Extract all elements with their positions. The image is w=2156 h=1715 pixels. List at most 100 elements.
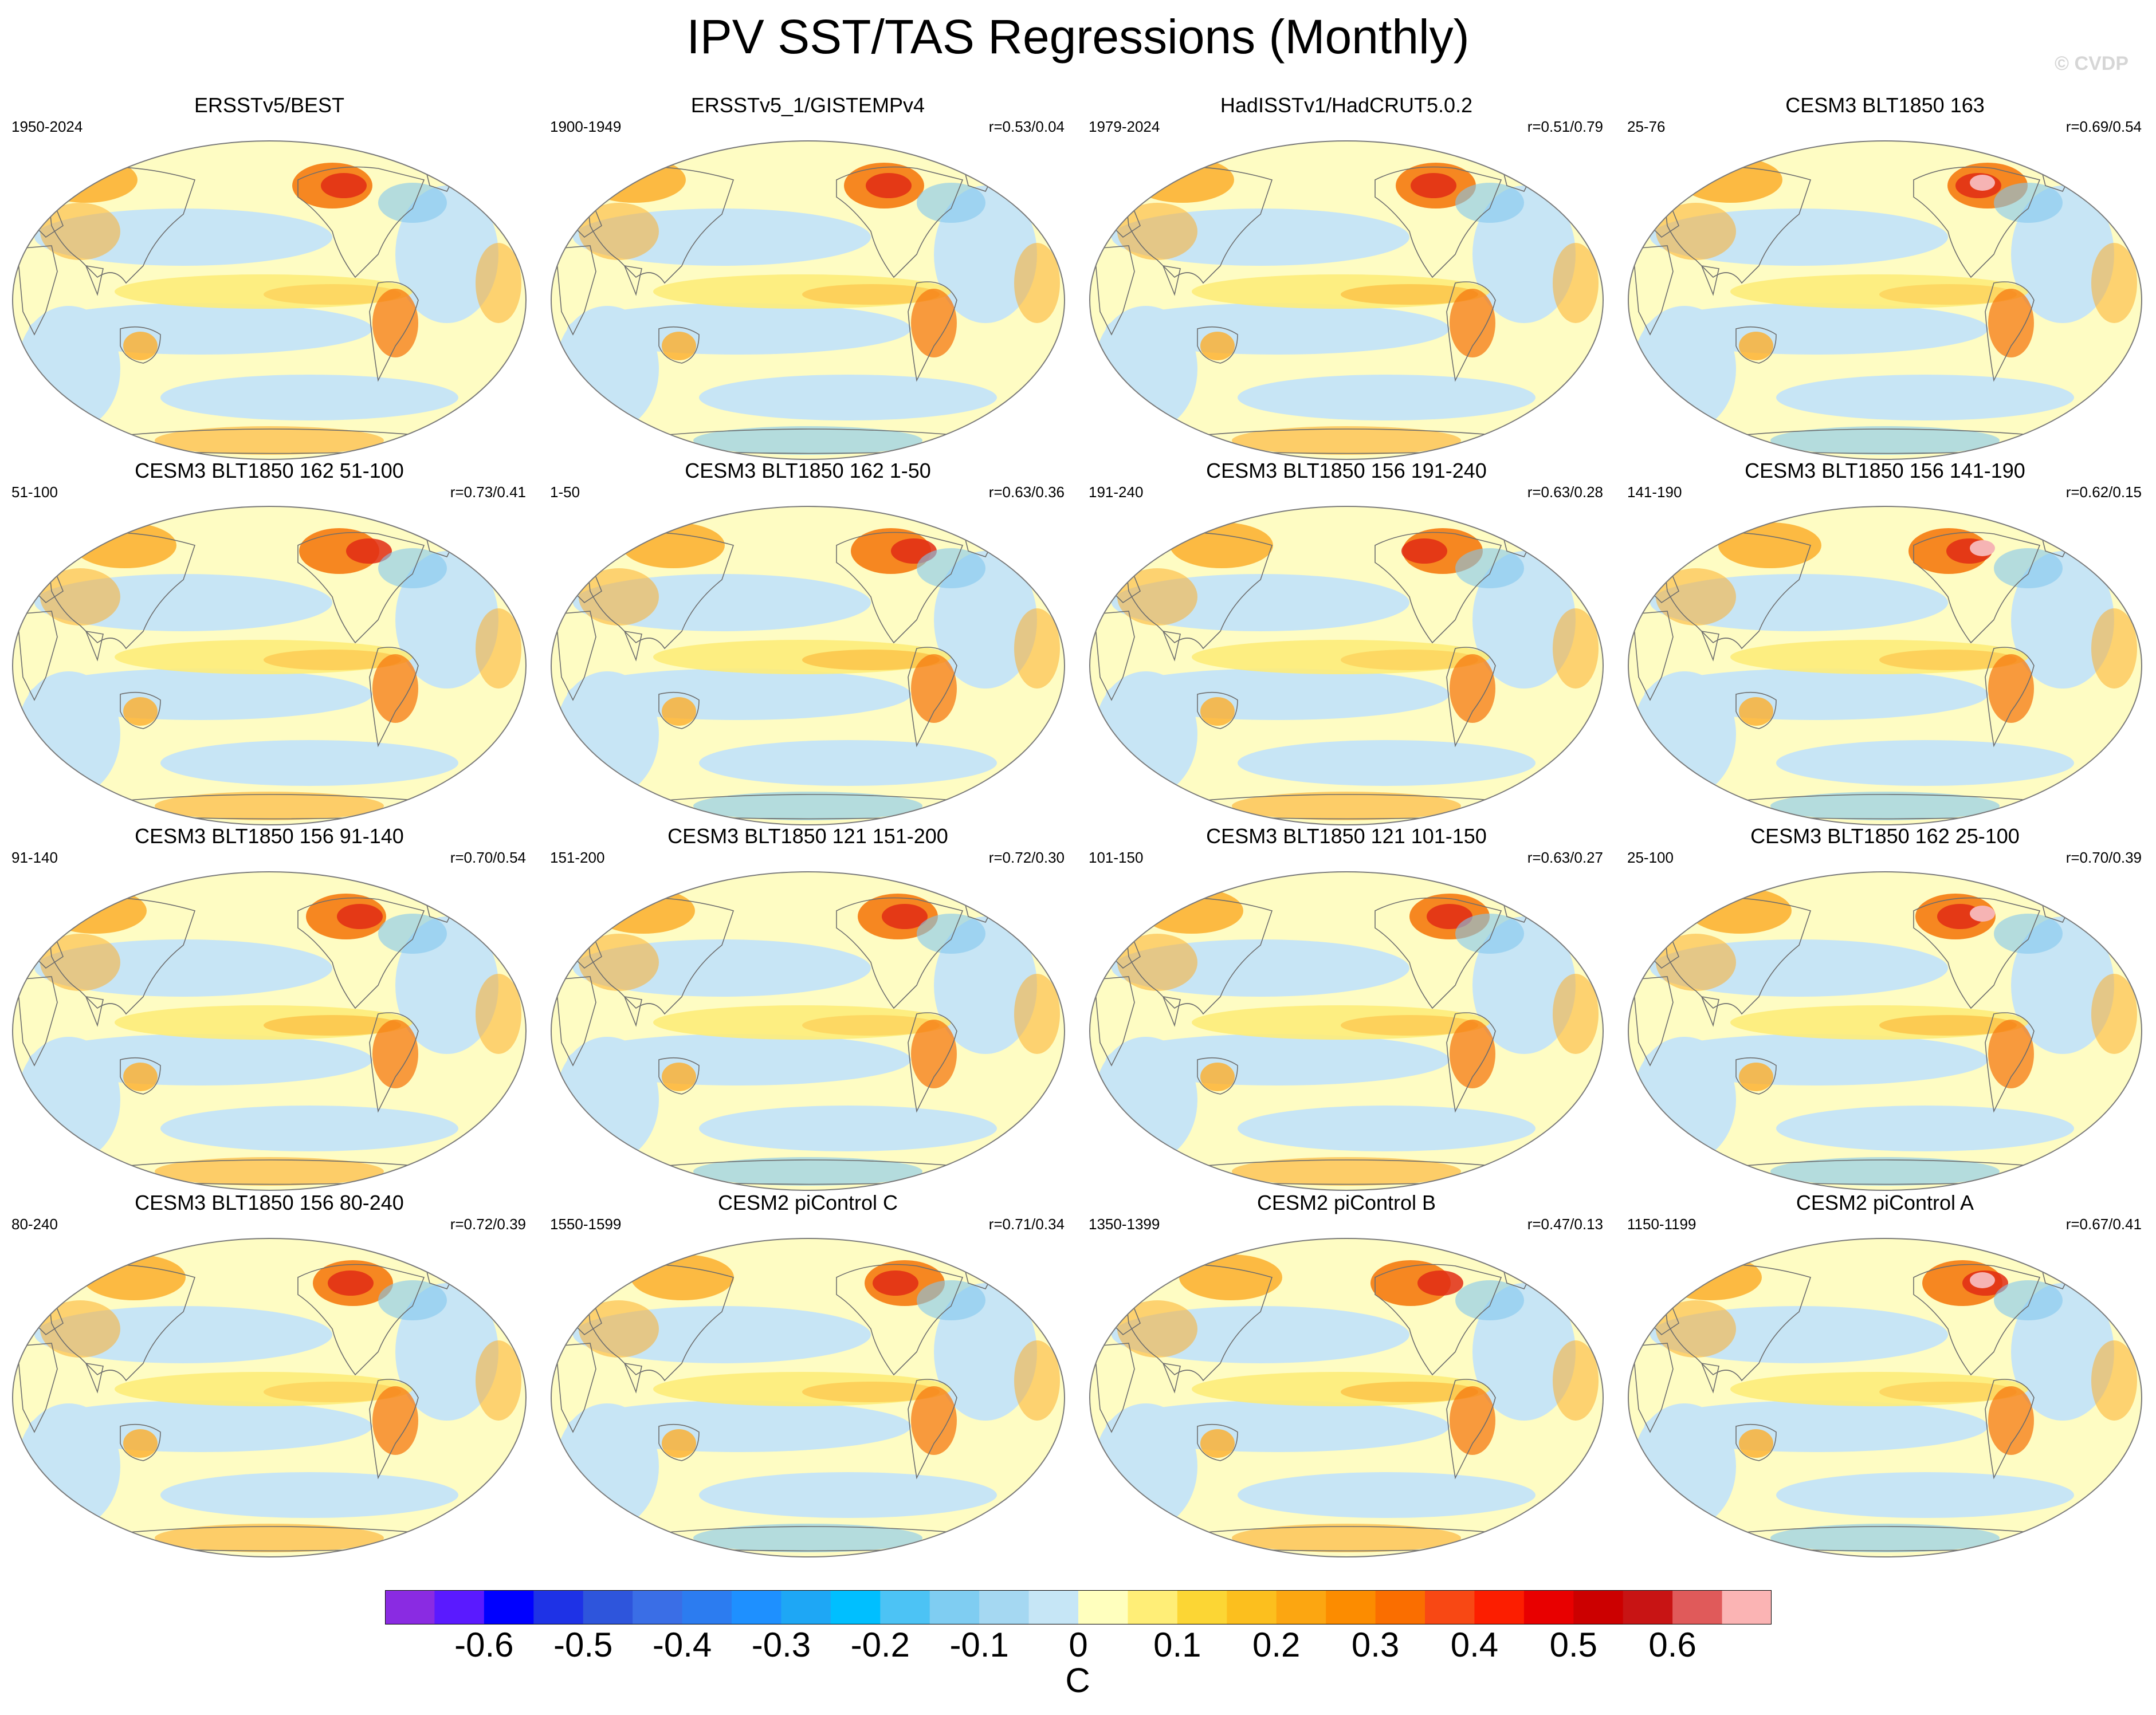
map-plot <box>1628 1238 2142 1557</box>
map-plot <box>551 506 1065 825</box>
map-panel: HadISSTv1/HadCRUT5.0.2 1979-2024 r=0.51/0.… <box>1077 94 1616 461</box>
colorbar-swatch <box>1523 1590 1574 1624</box>
map-plot <box>551 871 1065 1191</box>
colorbar-tick-label: 0.4 <box>1450 1626 1499 1664</box>
map-panel: CESM3 BLT1850 162 1-50 1-50 r=0.63/0.36 <box>539 459 1077 826</box>
panel-title: CESM3 BLT1850 121 151-200 <box>667 824 948 848</box>
panel-period: 51-100 <box>11 483 58 501</box>
map-plot <box>1628 506 2142 825</box>
map-panel: CESM3 BLT1850 156 80-240 80-240 r=0.72/0.3… <box>0 1191 539 1558</box>
colorbar-tick-label: 0.2 <box>1252 1626 1301 1664</box>
panel-period: 191-240 <box>1089 483 1144 501</box>
panel-period: 141-190 <box>1627 483 1682 501</box>
map-panel: CESM2 piControl C 1550-1599 r=0.71/0.34 <box>539 1191 1077 1558</box>
panel-period: 25-100 <box>1627 849 1674 866</box>
colorbar-swatch <box>1128 1590 1178 1624</box>
panel-title: CESM2 piControl A <box>1796 1191 1974 1214</box>
colorbar-swatch <box>385 1590 435 1624</box>
map-plot <box>551 1238 1065 1557</box>
colorbar-tick-label: 0.3 <box>1351 1626 1400 1664</box>
map-plot <box>1089 871 1604 1191</box>
colorbar-tick-label: -0.3 <box>751 1626 811 1664</box>
map-panel: CESM3 BLT1850 121 101-150 101-150 r=0.63/0… <box>1077 825 1616 1191</box>
panel-period: 1350-1399 <box>1089 1216 1160 1233</box>
colorbar-tick-label: -0.4 <box>652 1626 712 1664</box>
panel-title: CESM2 piControl B <box>1256 1191 1436 1214</box>
colorbar-tick-label: -0.6 <box>454 1626 514 1664</box>
map-panel: CESM3 BLT1850 121 151-200 151-200 r=0.72/0… <box>539 825 1077 1191</box>
panel-period: 1-50 <box>550 483 580 501</box>
colorbar-tick-label: 0.1 <box>1153 1626 1201 1664</box>
panel-correlation: r=0.71/0.34 <box>988 1216 1065 1233</box>
panel-correlation: r=0.70/0.54 <box>450 849 526 866</box>
map-plot <box>12 140 527 460</box>
panel-title: ERSSTv5/BEST <box>194 93 345 117</box>
map-panel: CESM2 piControl B 1350-1399 r=0.47/0.13 <box>1077 1191 1616 1558</box>
map-panel: CESM2 piControl A 1150-1199 r=0.67/0.41 <box>1616 1191 2154 1558</box>
map-plot <box>1089 140 1604 460</box>
colorbar-tick-label: -0.1 <box>949 1626 1009 1664</box>
panel-title: CESM3 BLT1850 156 191-240 <box>1206 459 1487 482</box>
map-panel: CESM3 BLT1850 163 25-76 r=0.69/0.54 <box>1616 94 2154 461</box>
panel-correlation: r=0.63/0.28 <box>1527 483 1603 501</box>
map-plot <box>551 140 1065 460</box>
colorbar-swatch <box>1573 1590 1624 1624</box>
colorbar-swatch <box>484 1590 534 1624</box>
colorbar-swatch <box>979 1590 1030 1624</box>
colorbar-swatch <box>533 1590 584 1624</box>
panel-correlation: r=0.63/0.27 <box>1527 849 1603 866</box>
colorbar-swatch <box>1672 1590 1723 1624</box>
panel-correlation: r=0.72/0.30 <box>988 849 1065 866</box>
map-plot <box>1089 506 1604 825</box>
panel-title: CESM3 BLT1850 162 51-100 <box>135 459 404 482</box>
panel-correlation: r=0.69/0.54 <box>2065 118 2142 135</box>
panel-correlation: r=0.63/0.36 <box>988 483 1065 501</box>
panel-correlation: r=0.70/0.39 <box>2065 849 2142 866</box>
panel-period: 80-240 <box>11 1216 58 1233</box>
panel-correlation: r=0.72/0.39 <box>450 1216 526 1233</box>
panel-title: CESM3 BLT1850 163 <box>1785 93 1985 117</box>
panel-period: 25-76 <box>1627 118 1666 135</box>
colorbar-units: C <box>1065 1661 1090 1700</box>
map-plot <box>1089 1238 1604 1557</box>
panel-period: 1900-1949 <box>550 118 622 135</box>
copyright-label: © CVDP <box>2055 53 2128 74</box>
panel-title: CESM3 BLT1850 162 1-50 <box>685 459 931 482</box>
map-plot <box>12 871 527 1191</box>
colorbar-tick-label: -0.5 <box>553 1626 613 1664</box>
colorbar-swatch <box>880 1590 930 1624</box>
panel-title: CESM2 piControl C <box>717 1191 898 1214</box>
colorbar-swatch <box>583 1590 633 1624</box>
colorbar-swatch <box>1028 1590 1079 1624</box>
figure-title: IPV SST/TAS Regressions (Monthly) <box>686 10 1470 64</box>
colorbar-swatch <box>434 1590 485 1624</box>
colorbar-swatch <box>682 1590 732 1624</box>
colorbar-swatch <box>1375 1590 1425 1624</box>
colorbar-swatch <box>732 1590 781 1624</box>
panel-correlation: r=0.53/0.04 <box>988 118 1065 135</box>
map-plot <box>12 506 527 825</box>
map-panel: CESM3 BLT1850 162 51-100 51-100 r=0.73/0.4… <box>0 459 539 826</box>
map-panel: ERSSTv5/BEST 1950-2024 <box>0 94 539 461</box>
map-plot <box>1628 140 2142 460</box>
map-panel: CESM3 BLT1850 156 191-240 191-240 r=0.63/0… <box>1077 459 1616 826</box>
colorbar-swatch <box>830 1590 881 1624</box>
colorbar-swatch <box>1326 1590 1376 1624</box>
colorbar-swatch <box>1078 1590 1128 1624</box>
colorbar-swatch <box>633 1590 683 1624</box>
colorbar-swatch <box>1474 1590 1525 1624</box>
colorbar-swatch <box>1623 1590 1673 1624</box>
colorbar-tick-label: 0 <box>1069 1626 1088 1664</box>
panel-correlation: r=0.62/0.15 <box>2065 483 2142 501</box>
panel-title: CESM3 BLT1850 121 101-150 <box>1206 824 1487 848</box>
panel-title: CESM3 BLT1850 156 91-140 <box>135 824 404 848</box>
map-panel: CESM3 BLT1850 156 141-190 141-190 r=0.62/0… <box>1616 459 2154 826</box>
map-plot <box>1628 871 2142 1191</box>
map-plot <box>12 1238 527 1557</box>
panel-title: HadISSTv1/HadCRUT5.0.2 <box>1220 93 1473 117</box>
colorbar-tick-label: 0.6 <box>1648 1626 1696 1664</box>
colorbar-swatch <box>929 1590 980 1624</box>
map-panel: ERSSTv5_1/GISTEMPv4 1900-1949 r=0.53/0.04 <box>539 94 1077 461</box>
panel-title: CESM3 BLT1850 162 25-100 <box>1750 824 2020 848</box>
panel-period: 151-200 <box>550 849 605 866</box>
